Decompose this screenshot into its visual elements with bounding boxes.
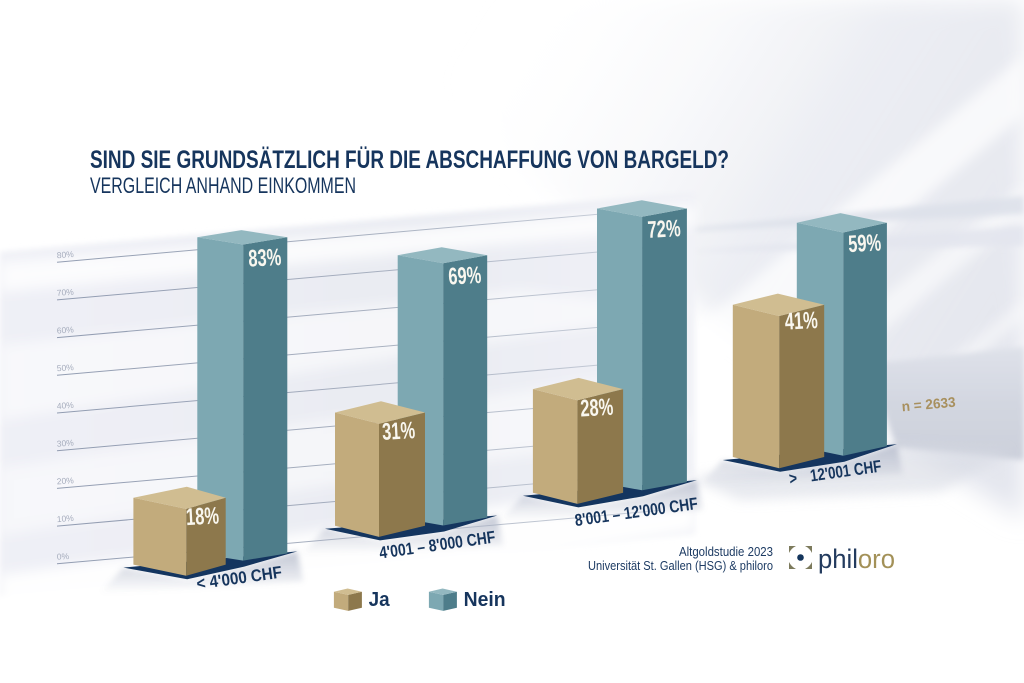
svg-text:59%: 59% xyxy=(848,229,882,258)
svg-text:40%: 40% xyxy=(56,400,74,411)
svg-text:80%: 80% xyxy=(56,249,74,260)
svg-text:18%: 18% xyxy=(185,502,219,531)
svg-text:70%: 70% xyxy=(56,287,74,298)
svg-text:50%: 50% xyxy=(56,362,74,373)
svg-text:28%: 28% xyxy=(580,394,614,423)
svg-text:83%: 83% xyxy=(248,244,282,273)
svg-text:Universität St. Gallen (HSG) &: Universität St. Gallen (HSG) & philoro xyxy=(588,559,773,573)
svg-text:31%: 31% xyxy=(381,417,415,446)
svg-text:SIND SIE GRUNDSÄTZLICH FÜR DIE: SIND SIE GRUNDSÄTZLICH FÜR DIE ABSCHAFFU… xyxy=(90,145,729,174)
svg-text:Ja: Ja xyxy=(369,589,391,611)
svg-text:69%: 69% xyxy=(448,262,482,291)
svg-text:30%: 30% xyxy=(56,438,74,449)
svg-text:0%: 0% xyxy=(56,551,69,562)
svg-text:philoro: philoro xyxy=(818,544,895,574)
svg-text:41%: 41% xyxy=(784,307,818,336)
svg-text:20%: 20% xyxy=(56,475,74,486)
svg-text:72%: 72% xyxy=(647,215,681,244)
svg-text:Nein: Nein xyxy=(464,589,506,611)
svg-text:Altgoldstudie 2023: Altgoldstudie 2023 xyxy=(679,545,773,559)
svg-text:60%: 60% xyxy=(56,324,74,335)
svg-text:n = 2633: n = 2633 xyxy=(901,394,956,415)
svg-text:10%: 10% xyxy=(56,513,74,524)
svg-text:VERGLEICH ANHAND EINKOMMEN: VERGLEICH ANHAND EINKOMMEN xyxy=(90,173,356,198)
